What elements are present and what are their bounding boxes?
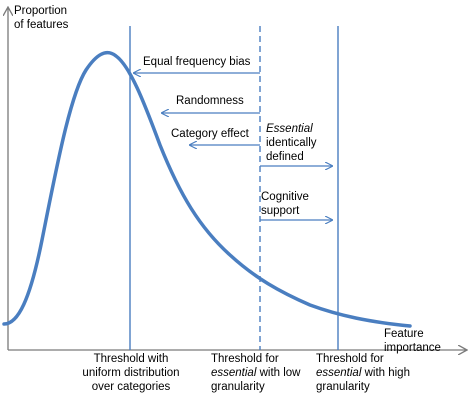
threshold-high-essential: essential	[316, 367, 362, 379]
threshold-high-rest: with high	[361, 367, 410, 379]
threshold-low-rest: with low	[256, 367, 301, 379]
threshold-uniform-label: Threshold with uniform distribution over…	[75, 352, 187, 394]
randomness-label: Randomness	[176, 95, 244, 107]
threshold-high-label: Threshold for essential with high granul…	[316, 352, 426, 394]
essential-defined-line2: identically	[266, 137, 317, 149]
essential-defined-word: Essential	[266, 123, 313, 135]
equal-frequency-bias-label: Equal frequency bias	[143, 56, 251, 68]
essential-defined-label: Essential identically defined	[266, 122, 317, 164]
threshold-low-line1: Threshold for	[211, 353, 279, 365]
threshold-low-line2: essential with low	[211, 366, 315, 380]
threshold-uniform-line3: over categories	[91, 381, 171, 393]
threshold-low-essential: essential	[211, 367, 257, 379]
cognitive-support-line1: Cognitive	[261, 191, 309, 203]
cognitive-support-line2: support	[261, 205, 300, 217]
y-axis-label-line2: of features	[14, 19, 69, 31]
threshold-low-label: Threshold for essential with low granula…	[211, 352, 315, 394]
essential-defined-line3: defined	[266, 151, 304, 163]
x-axis-label: Feature importance	[384, 328, 441, 354]
distribution-curve	[2, 50, 412, 328]
cognitive-support-label: Cognitive support	[261, 190, 309, 218]
category-effect-label: Category effect	[171, 128, 249, 140]
threshold-high-line1: Threshold for	[316, 353, 384, 365]
threshold-uniform-line2: uniform distribution	[82, 367, 180, 379]
threshold-low-line3: granularity	[211, 381, 265, 393]
y-axis-label: Proportion of features	[14, 4, 68, 32]
threshold-uniform-line1: Threshold with	[93, 353, 169, 365]
threshold-high-line2: essential with high	[316, 366, 426, 380]
y-axis-label-line1: Proportion	[14, 5, 68, 17]
threshold-high-line3: granularity	[316, 381, 370, 393]
